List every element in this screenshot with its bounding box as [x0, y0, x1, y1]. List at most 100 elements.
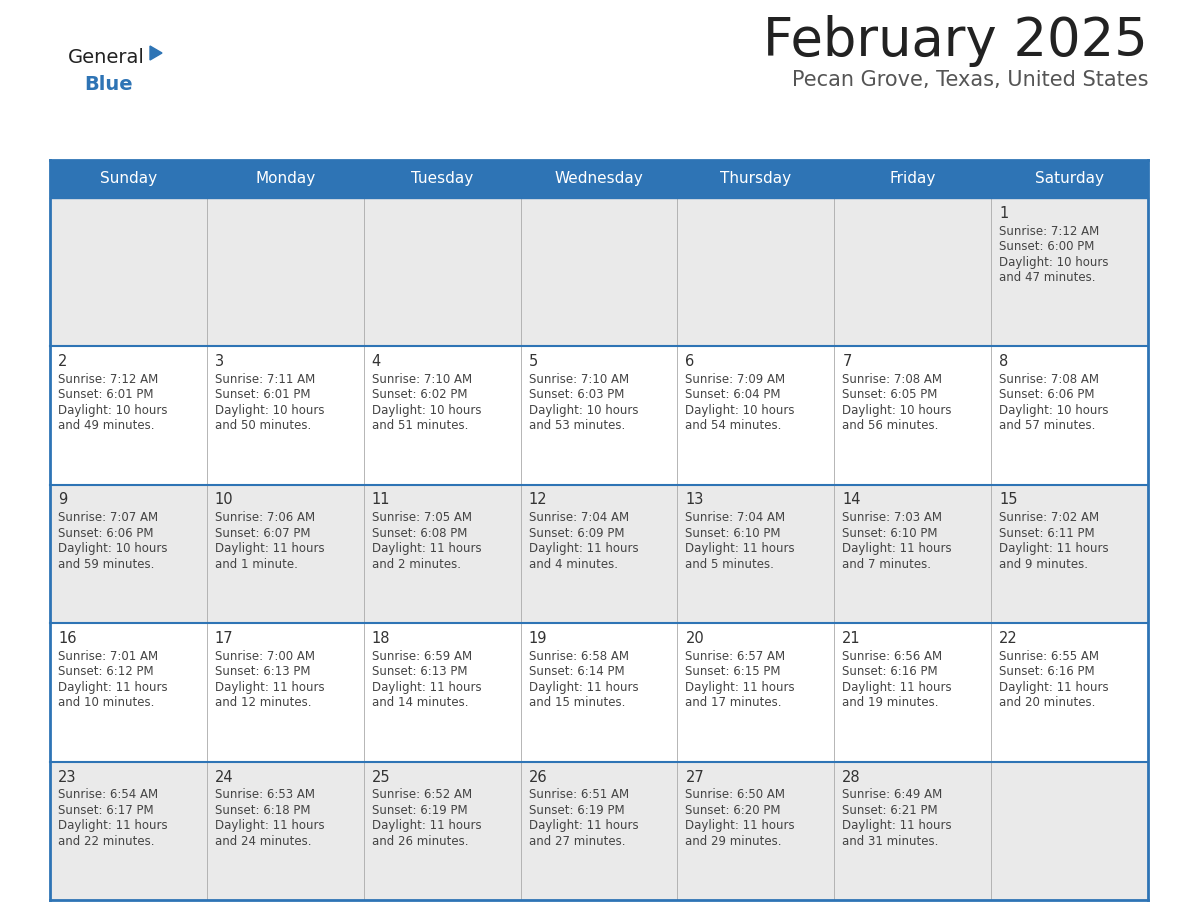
Text: Daylight: 11 hours: Daylight: 11 hours — [529, 819, 638, 832]
Text: 23: 23 — [58, 769, 76, 785]
Text: Tuesday: Tuesday — [411, 172, 473, 186]
Text: Sunset: 6:14 PM: Sunset: 6:14 PM — [529, 666, 624, 678]
Text: Sunrise: 6:52 AM: Sunrise: 6:52 AM — [372, 788, 472, 801]
Text: Sunrise: 7:12 AM: Sunrise: 7:12 AM — [58, 373, 158, 386]
Text: 1: 1 — [999, 206, 1009, 221]
Text: Daylight: 11 hours: Daylight: 11 hours — [999, 680, 1108, 694]
Text: and 54 minutes.: and 54 minutes. — [685, 420, 782, 432]
Text: Sunrise: 6:55 AM: Sunrise: 6:55 AM — [999, 650, 1099, 663]
Text: Sunset: 6:13 PM: Sunset: 6:13 PM — [372, 666, 467, 678]
Text: 27: 27 — [685, 769, 704, 785]
Text: Sunset: 6:01 PM: Sunset: 6:01 PM — [58, 388, 153, 401]
Text: Daylight: 11 hours: Daylight: 11 hours — [215, 819, 324, 832]
Bar — [50, 485, 1148, 623]
Text: and 14 minutes.: and 14 minutes. — [372, 696, 468, 709]
Text: Daylight: 11 hours: Daylight: 11 hours — [372, 680, 481, 694]
Text: Sunrise: 6:53 AM: Sunrise: 6:53 AM — [215, 788, 315, 801]
Text: Sunrise: 6:50 AM: Sunrise: 6:50 AM — [685, 788, 785, 801]
Text: Sunrise: 7:07 AM: Sunrise: 7:07 AM — [58, 511, 158, 524]
Text: and 2 minutes.: and 2 minutes. — [372, 557, 461, 571]
Text: and 1 minute.: and 1 minute. — [215, 557, 298, 571]
Text: and 27 minutes.: and 27 minutes. — [529, 834, 625, 847]
Text: and 56 minutes.: and 56 minutes. — [842, 420, 939, 432]
Text: 19: 19 — [529, 631, 546, 646]
Text: Daylight: 10 hours: Daylight: 10 hours — [215, 404, 324, 417]
Text: Daylight: 11 hours: Daylight: 11 hours — [58, 819, 168, 832]
Text: Sunrise: 7:08 AM: Sunrise: 7:08 AM — [999, 373, 1099, 386]
Text: Daylight: 11 hours: Daylight: 11 hours — [215, 543, 324, 555]
Text: Daylight: 11 hours: Daylight: 11 hours — [685, 680, 795, 694]
Text: and 29 minutes.: and 29 minutes. — [685, 834, 782, 847]
Text: Sunset: 6:10 PM: Sunset: 6:10 PM — [842, 527, 937, 540]
Text: and 15 minutes.: and 15 minutes. — [529, 696, 625, 709]
Text: and 26 minutes.: and 26 minutes. — [372, 834, 468, 847]
Text: 22: 22 — [999, 631, 1018, 646]
Text: 16: 16 — [58, 631, 76, 646]
Text: Daylight: 11 hours: Daylight: 11 hours — [685, 543, 795, 555]
Text: Sunrise: 7:04 AM: Sunrise: 7:04 AM — [685, 511, 785, 524]
Bar — [50, 198, 1148, 346]
Text: Sunset: 6:04 PM: Sunset: 6:04 PM — [685, 388, 781, 401]
Text: 5: 5 — [529, 354, 538, 369]
Text: Daylight: 10 hours: Daylight: 10 hours — [999, 255, 1108, 269]
Text: Daylight: 10 hours: Daylight: 10 hours — [529, 404, 638, 417]
Text: Sunset: 6:19 PM: Sunset: 6:19 PM — [529, 803, 624, 817]
Text: Sunset: 6:17 PM: Sunset: 6:17 PM — [58, 803, 153, 817]
Text: and 7 minutes.: and 7 minutes. — [842, 557, 931, 571]
Text: Sunset: 6:12 PM: Sunset: 6:12 PM — [58, 666, 153, 678]
Text: and 24 minutes.: and 24 minutes. — [215, 834, 311, 847]
Text: Daylight: 11 hours: Daylight: 11 hours — [529, 543, 638, 555]
Text: Monday: Monday — [255, 172, 315, 186]
Text: Sunrise: 7:03 AM: Sunrise: 7:03 AM — [842, 511, 942, 524]
Text: Sunrise: 7:02 AM: Sunrise: 7:02 AM — [999, 511, 1099, 524]
Text: Daylight: 10 hours: Daylight: 10 hours — [999, 404, 1108, 417]
Bar — [50, 160, 1148, 198]
Text: 12: 12 — [529, 492, 548, 508]
Text: Sunrise: 7:10 AM: Sunrise: 7:10 AM — [372, 373, 472, 386]
Text: 28: 28 — [842, 769, 861, 785]
Text: Sunrise: 7:09 AM: Sunrise: 7:09 AM — [685, 373, 785, 386]
Text: and 49 minutes.: and 49 minutes. — [58, 420, 154, 432]
Text: Sunset: 6:06 PM: Sunset: 6:06 PM — [999, 388, 1094, 401]
Text: 17: 17 — [215, 631, 234, 646]
Text: Sunrise: 6:57 AM: Sunrise: 6:57 AM — [685, 650, 785, 663]
Text: Sunset: 6:03 PM: Sunset: 6:03 PM — [529, 388, 624, 401]
Text: 4: 4 — [372, 354, 381, 369]
Text: Sunrise: 6:54 AM: Sunrise: 6:54 AM — [58, 788, 158, 801]
Text: Sunset: 6:05 PM: Sunset: 6:05 PM — [842, 388, 937, 401]
Text: 24: 24 — [215, 769, 234, 785]
Text: and 53 minutes.: and 53 minutes. — [529, 420, 625, 432]
Text: Sunset: 6:06 PM: Sunset: 6:06 PM — [58, 527, 153, 540]
Text: Daylight: 11 hours: Daylight: 11 hours — [372, 543, 481, 555]
Text: Sunset: 6:15 PM: Sunset: 6:15 PM — [685, 666, 781, 678]
Bar — [50, 762, 1148, 900]
Text: Sunrise: 7:00 AM: Sunrise: 7:00 AM — [215, 650, 315, 663]
Polygon shape — [150, 46, 162, 60]
Text: 11: 11 — [372, 492, 390, 508]
Text: and 19 minutes.: and 19 minutes. — [842, 696, 939, 709]
Text: 9: 9 — [58, 492, 68, 508]
Text: 3: 3 — [215, 354, 225, 369]
Text: Sunset: 6:20 PM: Sunset: 6:20 PM — [685, 803, 781, 817]
Text: Daylight: 10 hours: Daylight: 10 hours — [58, 543, 168, 555]
Text: and 51 minutes.: and 51 minutes. — [372, 420, 468, 432]
Text: 10: 10 — [215, 492, 234, 508]
Text: Sunrise: 7:10 AM: Sunrise: 7:10 AM — [529, 373, 628, 386]
Text: Sunrise: 6:58 AM: Sunrise: 6:58 AM — [529, 650, 628, 663]
Text: 8: 8 — [999, 354, 1009, 369]
Text: and 10 minutes.: and 10 minutes. — [58, 696, 154, 709]
Text: Sunrise: 6:49 AM: Sunrise: 6:49 AM — [842, 788, 942, 801]
Text: 14: 14 — [842, 492, 861, 508]
Text: Blue: Blue — [84, 75, 133, 94]
Text: 18: 18 — [372, 631, 390, 646]
Text: Saturday: Saturday — [1035, 172, 1104, 186]
Text: 20: 20 — [685, 631, 704, 646]
Text: Sunset: 6:16 PM: Sunset: 6:16 PM — [999, 666, 1095, 678]
Text: Thursday: Thursday — [720, 172, 791, 186]
Text: Sunrise: 6:51 AM: Sunrise: 6:51 AM — [529, 788, 628, 801]
Text: 6: 6 — [685, 354, 695, 369]
Text: 2: 2 — [58, 354, 68, 369]
Text: Daylight: 10 hours: Daylight: 10 hours — [685, 404, 795, 417]
Bar — [50, 346, 1148, 485]
Text: and 4 minutes.: and 4 minutes. — [529, 557, 618, 571]
